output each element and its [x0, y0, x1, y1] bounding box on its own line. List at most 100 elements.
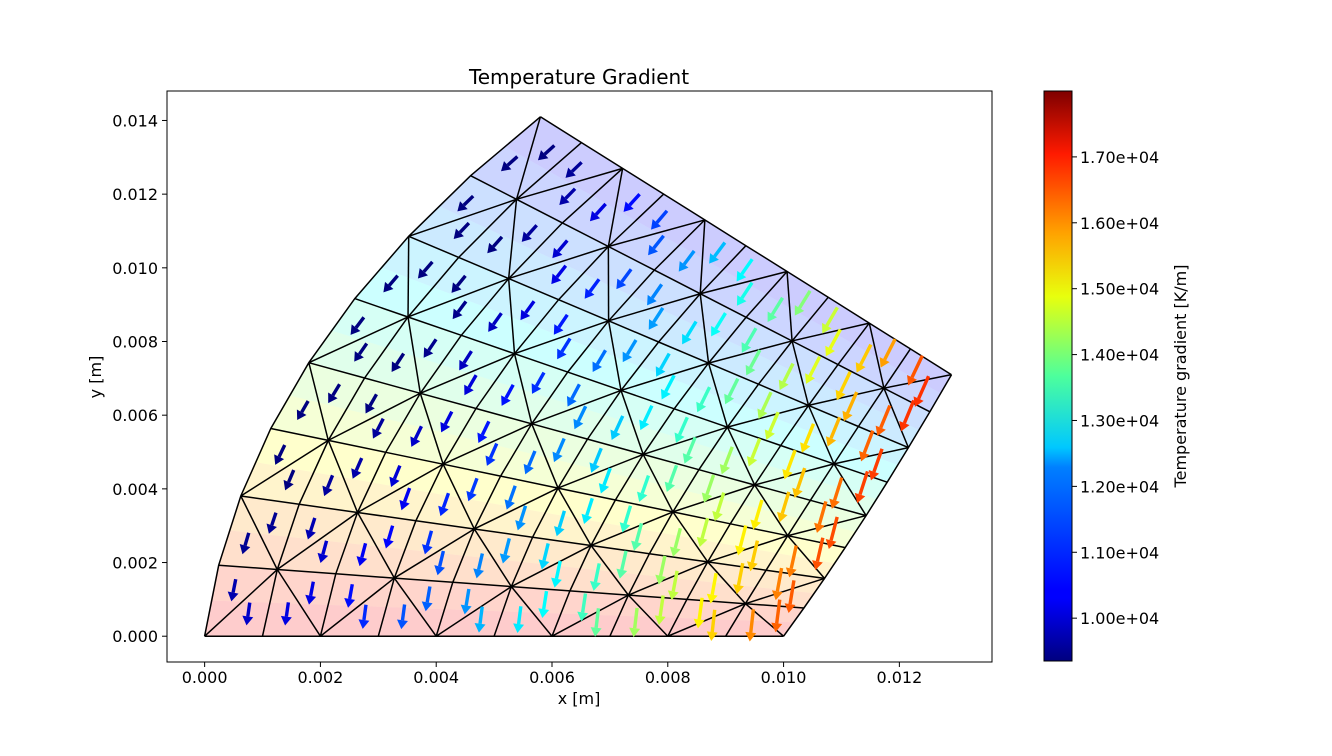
gradient-arrow [629, 607, 641, 638]
gradient-arrow [637, 475, 651, 502]
arrow-head [242, 615, 254, 626]
mesh-diagonal [808, 387, 885, 407]
gradient-arrow [709, 241, 727, 264]
arrow-head [577, 611, 589, 622]
arrow-head [736, 295, 747, 306]
arrow-head [356, 556, 368, 567]
mesh-diagonal [868, 322, 885, 389]
arrow-head [741, 342, 752, 353]
arrow-shaft [593, 447, 603, 466]
arrow-shaft [516, 606, 523, 625]
gradient-arrow [451, 274, 467, 293]
arrow-head [648, 319, 659, 330]
gradient-arrow [825, 328, 842, 357]
arrow-head [674, 432, 685, 443]
arrow-head [283, 479, 294, 491]
gradient-arrow [711, 312, 727, 337]
gradient-arrow [417, 260, 434, 279]
gradient-arrow [814, 501, 828, 533]
arrow-shaft [308, 581, 315, 597]
gradient-arrow [693, 597, 705, 629]
field-band [330, 298, 888, 500]
arrow-head [457, 201, 468, 212]
arrow-shaft [750, 540, 760, 563]
arrow-shaft [362, 604, 368, 621]
field-band [380, 236, 909, 466]
gradient-arrow [552, 239, 569, 259]
gradient-arrow [389, 464, 402, 488]
arrow-head [513, 623, 525, 634]
arrow-head [913, 396, 924, 407]
field-band [504, 116, 952, 394]
arrow-shaft [858, 470, 870, 496]
arrow-shaft [375, 417, 385, 432]
gradient-arrow [356, 542, 368, 567]
arrow-head [610, 429, 621, 441]
arrow-shaft [456, 300, 468, 313]
gradient-arrow [669, 527, 682, 557]
arrow-shaft [673, 527, 682, 549]
gradient-arrow [397, 604, 408, 630]
arrow-shaft [839, 371, 852, 393]
arrow-shaft [774, 599, 782, 624]
mesh-diagonal [308, 316, 409, 364]
arrow-head [438, 505, 449, 517]
mesh-diagonal [620, 362, 709, 392]
gradient-arrow [735, 525, 748, 556]
gradient-arrow [305, 517, 317, 540]
mesh-diagonal [754, 484, 789, 537]
gradient-arrow [829, 477, 844, 509]
gradient-arrow [559, 187, 577, 205]
arrow-shaft [354, 457, 364, 472]
arrow-head [453, 228, 464, 239]
arrow-shaft [829, 516, 839, 541]
mesh-diagonal [787, 514, 867, 537]
arrow-head [835, 389, 846, 401]
arrow-shaft [576, 405, 588, 422]
arrow-head [500, 161, 512, 172]
arrow-head [417, 268, 428, 279]
gradient-arrow [825, 516, 839, 550]
arrow-head [452, 308, 463, 320]
mesh-diagonal [590, 511, 674, 547]
mesh-line [609, 296, 829, 637]
gradient-arrow [227, 578, 239, 602]
arrow-head [581, 513, 593, 525]
gradient-arrow [678, 249, 696, 272]
mesh-diagonal [699, 219, 706, 294]
arrow-shaft [580, 593, 588, 613]
mesh-diagonal [510, 544, 592, 588]
mesh-diagonal [308, 362, 330, 441]
arrow-shaft [652, 234, 665, 250]
arrow-shaft [883, 338, 897, 361]
gradient-arrow [460, 588, 472, 615]
arrow-shaft [425, 530, 434, 547]
y-axis-label: y [m] [86, 356, 105, 399]
arrow-shaft [287, 469, 296, 483]
arrow-shaft [534, 371, 546, 387]
gradient-arrow [855, 343, 873, 373]
mesh-diagonal [507, 278, 516, 354]
gradient-arrow [538, 543, 550, 570]
mesh-diagonal [672, 484, 755, 513]
mesh-diagonal [514, 320, 609, 355]
arrow-shaft [570, 383, 581, 400]
colorbar-tick-label: 1.10e+04 [1080, 543, 1159, 562]
arrow-shaft [492, 312, 503, 326]
arrow-head [784, 603, 796, 613]
arrow-head [711, 325, 721, 337]
gradient-arrow [421, 530, 434, 555]
arrow-head [421, 544, 433, 555]
arrow-shaft [744, 327, 758, 346]
gradient-arrow [354, 342, 369, 362]
mesh-diagonal [356, 512, 395, 579]
field-band [438, 175, 930, 430]
arrow-shaft [542, 543, 550, 562]
gradient-arrow [351, 457, 364, 479]
gradient-arrow [573, 405, 588, 430]
gradient-arrow [868, 448, 884, 481]
arrow-shaft [798, 289, 812, 309]
gradient-arrow [423, 338, 438, 358]
arrow-head [552, 247, 563, 259]
mesh-diagonal [607, 320, 622, 391]
